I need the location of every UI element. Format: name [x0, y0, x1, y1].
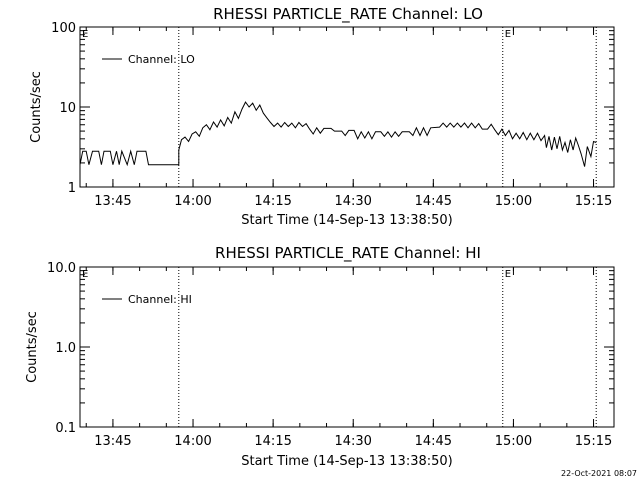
- y-axis-label-hi: Counts/sec: [25, 311, 40, 383]
- y-tick-label: 1.0: [55, 341, 76, 356]
- x-axis-label-lo: Start Time (14-Sep-13 13:38:50): [241, 213, 452, 228]
- legend-label-hi: Channel: HI: [128, 293, 192, 306]
- x-tick-label: 14:45: [415, 194, 452, 209]
- chart-title-hi: RHESSI PARTICLE_RATE Channel: HI: [215, 244, 481, 263]
- event-markers-hi: EE: [82, 267, 597, 427]
- series-line-channel-lo: [79, 101, 597, 167]
- x-axis-label-hi: Start Time (14-Sep-13 13:38:50): [241, 454, 452, 469]
- y-axis-label-lo: Counts/sec: [29, 71, 44, 143]
- legend-lo: Channel: LO: [102, 53, 195, 66]
- x-tick-label: 14:30: [334, 194, 371, 209]
- generation-timestamp: 22-Oct-2021 08:07: [561, 469, 637, 478]
- plot-frame-hi: [79, 266, 615, 428]
- axis-ticks-hi: 13:45 14:00 14:15 14:30 14:45 15:00 15:15 0.1 1.…: [47, 261, 614, 449]
- x-tick-label: 15:15: [575, 434, 612, 449]
- x-tick-label: 15:00: [495, 434, 532, 449]
- legend-hi: Channel: HI: [102, 293, 192, 306]
- y-tick-label: 10: [59, 101, 76, 116]
- x-tick-label: 14:45: [415, 434, 452, 449]
- x-tick-label: 15:15: [575, 194, 612, 209]
- event-marker-label: E: [82, 29, 88, 40]
- x-tick-label: 14:15: [254, 434, 291, 449]
- event-marker-label: E: [82, 269, 88, 280]
- x-tick-label: 15:00: [495, 194, 532, 209]
- event-markers-lo: EE: [82, 27, 597, 187]
- x-tick-label: 13:45: [94, 194, 131, 209]
- chart-panel-hi: RHESSI PARTICLE_RATE Channel: HI Counts/…: [25, 244, 615, 469]
- event-marker-label: E: [505, 29, 511, 40]
- event-marker-label: E: [505, 269, 511, 280]
- x-tick-label: 13:45: [94, 434, 131, 449]
- x-tick-label: 14:30: [334, 434, 371, 449]
- x-tick-label: 14:00: [174, 434, 211, 449]
- plot-frame-lo: [79, 26, 615, 188]
- legend-label-lo: Channel: LO: [128, 53, 195, 66]
- x-tick-label: 14:00: [174, 194, 211, 209]
- x-tick-label: 14:15: [254, 194, 291, 209]
- y-tick-label: 1: [68, 181, 76, 196]
- chart-panel-lo: RHESSI PARTICLE_RATE Channel: LO Counts/…: [29, 5, 615, 228]
- y-tick-label: 0.1: [55, 421, 76, 436]
- chart-title-lo: RHESSI PARTICLE_RATE Channel: LO: [213, 5, 483, 24]
- y-tick-label: 10.0: [47, 261, 76, 276]
- axis-ticks-lo: 13:45 14:00 14:15 14:30 14:45 15:00 15:15 1 10 10…: [51, 21, 614, 209]
- y-tick-label: 100: [51, 21, 76, 36]
